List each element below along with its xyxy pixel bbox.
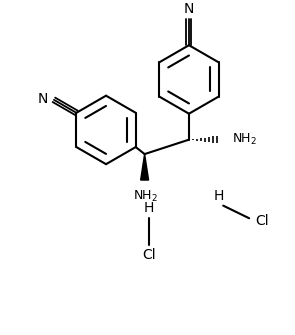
Text: H: H <box>214 189 224 203</box>
Text: N: N <box>184 2 194 16</box>
Text: NH$_2$: NH$_2$ <box>232 132 257 147</box>
Text: NH$_2$: NH$_2$ <box>133 189 158 204</box>
Text: N: N <box>38 92 48 106</box>
Text: Cl: Cl <box>255 214 268 228</box>
Text: Cl: Cl <box>142 248 156 262</box>
Polygon shape <box>141 154 149 180</box>
Text: H: H <box>144 201 155 215</box>
